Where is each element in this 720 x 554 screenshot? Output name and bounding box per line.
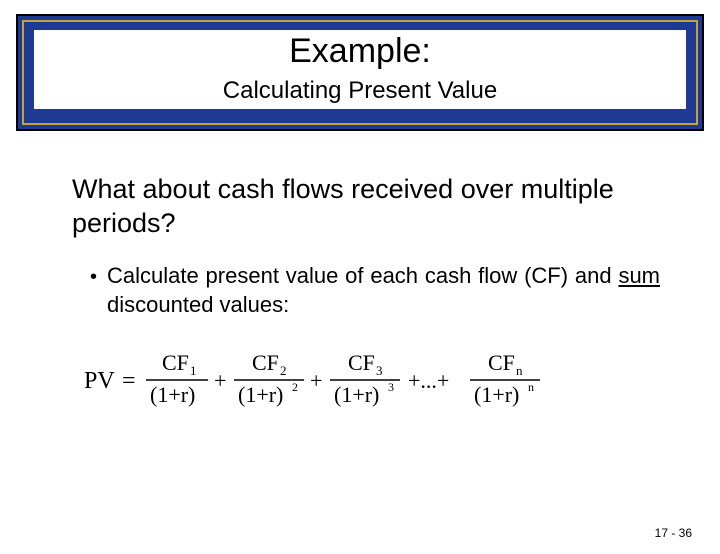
body-question: What about cash flows received over mult… <box>72 173 660 241</box>
bullet-text: Calculate present value of each cash flo… <box>107 261 660 320</box>
bullet-marker: • <box>90 264 97 290</box>
formula-equals: = <box>122 368 136 394</box>
title-banner-inner: Example: Calculating Present Value <box>22 20 698 125</box>
formula-cfn-sub: n <box>516 363 523 378</box>
formula-denom3-base: (1+r) <box>334 382 379 407</box>
bullet-prefix: Calculate present value of each cash flo… <box>107 263 618 288</box>
slide-title: Example: <box>34 30 686 73</box>
pv-formula: PV = CF 1 (1+r) + CF 2 (1+r) 2 + CF 3 <box>80 342 640 422</box>
formula-cf1-num: CF <box>162 350 189 375</box>
formula-cf1-sub: 1 <box>190 363 197 378</box>
formula-cf2-sub: 2 <box>280 363 287 378</box>
formula-denomn-exp: n <box>528 380 534 394</box>
formula-lhs: PV <box>84 368 115 394</box>
formula-denom2-exp: 2 <box>292 380 298 394</box>
formula-denomn-base: (1+r) <box>474 382 519 407</box>
bullet-item: • Calculate present value of each cash f… <box>72 261 660 320</box>
formula-cf3-num: CF <box>348 350 375 375</box>
formula-plus-2: + <box>310 368 322 393</box>
formula-denom1: (1+r) <box>150 382 195 407</box>
formula-denom3-exp: 3 <box>388 380 394 394</box>
formula-cfn-num: CF <box>488 350 515 375</box>
formula-cf3-sub: 3 <box>376 363 383 378</box>
formula-container: PV = CF 1 (1+r) + CF 2 (1+r) 2 + CF 3 <box>72 342 660 427</box>
formula-denom2-base: (1+r) <box>238 382 283 407</box>
slide-body: What about cash flows received over mult… <box>0 131 720 427</box>
formula-cf2-num: CF <box>252 350 279 375</box>
bullet-suffix: discounted values: <box>107 292 289 317</box>
formula-plus-1: + <box>214 368 226 393</box>
bullet-emphasis: sum <box>618 263 660 288</box>
slide-subtitle: Calculating Present Value <box>34 75 686 109</box>
title-text-wrap: Example: Calculating Present Value <box>34 30 686 109</box>
page-number: 17 - 36 <box>655 526 692 540</box>
formula-ellipsis: +...+ <box>408 368 449 393</box>
title-banner: Example: Calculating Present Value <box>16 14 704 131</box>
